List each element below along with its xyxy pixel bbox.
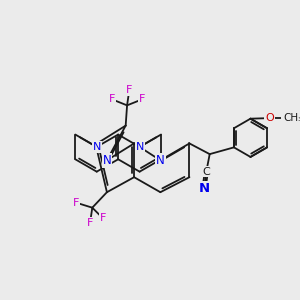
Text: F: F (108, 94, 115, 104)
Text: F: F (126, 85, 133, 95)
Text: C: C (202, 167, 210, 177)
Text: O: O (265, 113, 274, 123)
Text: N: N (103, 154, 111, 167)
Text: F: F (87, 218, 93, 228)
Text: N: N (135, 142, 144, 152)
Text: N: N (156, 154, 165, 167)
Text: N: N (199, 182, 210, 195)
Text: F: F (140, 94, 146, 104)
Text: CH₃: CH₃ (284, 113, 300, 123)
Text: F: F (73, 198, 79, 208)
Text: N: N (92, 142, 101, 152)
Text: F: F (100, 213, 106, 224)
